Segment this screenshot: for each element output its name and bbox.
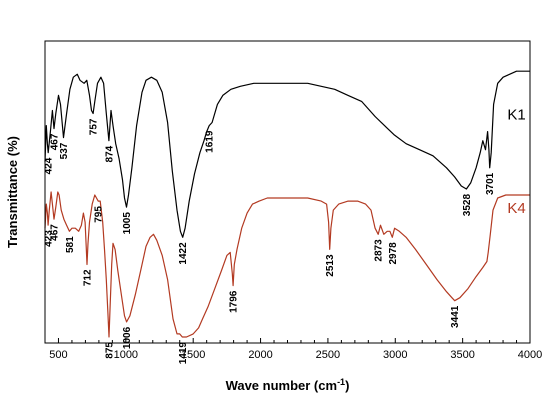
y-axis-title: Transmittance (%) — [5, 136, 20, 248]
peak-label: 795 — [94, 206, 105, 223]
peak-label: 1619 — [205, 130, 216, 153]
peak-label: 1796 — [229, 290, 240, 313]
peak-label: 1006 — [122, 326, 133, 349]
x-tick-label: 500 — [49, 349, 67, 361]
series-label-k4: K4 — [507, 200, 525, 217]
x-axis-title-sup: -1 — [337, 377, 345, 387]
peak-label: 875 — [104, 342, 115, 359]
x-tick-label: 2000 — [248, 349, 272, 361]
x-axis-title: Wave number (cm-1) — [226, 377, 350, 393]
peak-label: 2513 — [325, 254, 336, 277]
peak-label: 757 — [89, 118, 100, 135]
series-line-k4 — [44, 191, 530, 338]
x-tick-label: 1000 — [114, 349, 138, 361]
peak-label: 424 — [44, 157, 55, 174]
x-tick-label: 3500 — [450, 349, 474, 361]
x-tick-label: 4000 — [518, 349, 542, 361]
peak-label: 3441 — [450, 305, 461, 328]
peak-label: 3528 — [462, 194, 473, 217]
peak-label: 467 — [49, 133, 60, 150]
x-axis-title-end: ) — [345, 378, 349, 393]
peak-label: 3701 — [485, 172, 496, 195]
series-label-k1: K1 — [507, 107, 525, 124]
peak-annotations: 4244675377578741005142216193528370142346… — [44, 118, 497, 364]
peak-label: 467 — [49, 224, 60, 241]
x-tick-label: 3000 — [383, 349, 407, 361]
series-layer — [44, 70, 530, 338]
series-line-k1 — [44, 70, 530, 238]
x-tick-label: 2500 — [316, 349, 340, 361]
peak-label: 874 — [104, 145, 115, 162]
peak-label: 537 — [59, 142, 70, 159]
series-labels: K1 K4 — [507, 107, 525, 218]
peak-label: 1422 — [178, 242, 189, 265]
plot-frame — [44, 40, 531, 344]
peak-label: 1419 — [178, 342, 189, 365]
peak-label: 712 — [82, 269, 93, 286]
peak-label: 2873 — [374, 239, 385, 262]
x-tick-label: 1500 — [181, 349, 205, 361]
x-axis-ticks: 500 1000 1500 2000 2500 3000 3500 4000 — [49, 338, 542, 361]
x-axis-title-main: Wave number (cm — [226, 378, 338, 393]
peak-label: 1005 — [122, 212, 133, 235]
peak-label: 2978 — [388, 242, 399, 265]
peak-label: 423 — [44, 230, 55, 247]
peak-label: 581 — [65, 236, 76, 253]
